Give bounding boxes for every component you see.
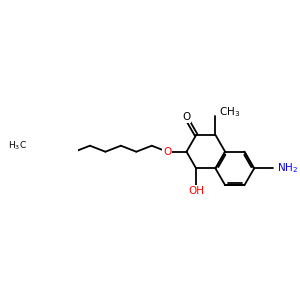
Text: H$_3$C: H$_3$C	[8, 140, 27, 152]
Text: NH$_2$: NH$_2$	[277, 162, 298, 176]
Text: CH$_3$: CH$_3$	[219, 105, 241, 119]
Text: O: O	[182, 112, 190, 122]
Text: O: O	[163, 147, 171, 157]
Text: OH: OH	[188, 185, 204, 196]
